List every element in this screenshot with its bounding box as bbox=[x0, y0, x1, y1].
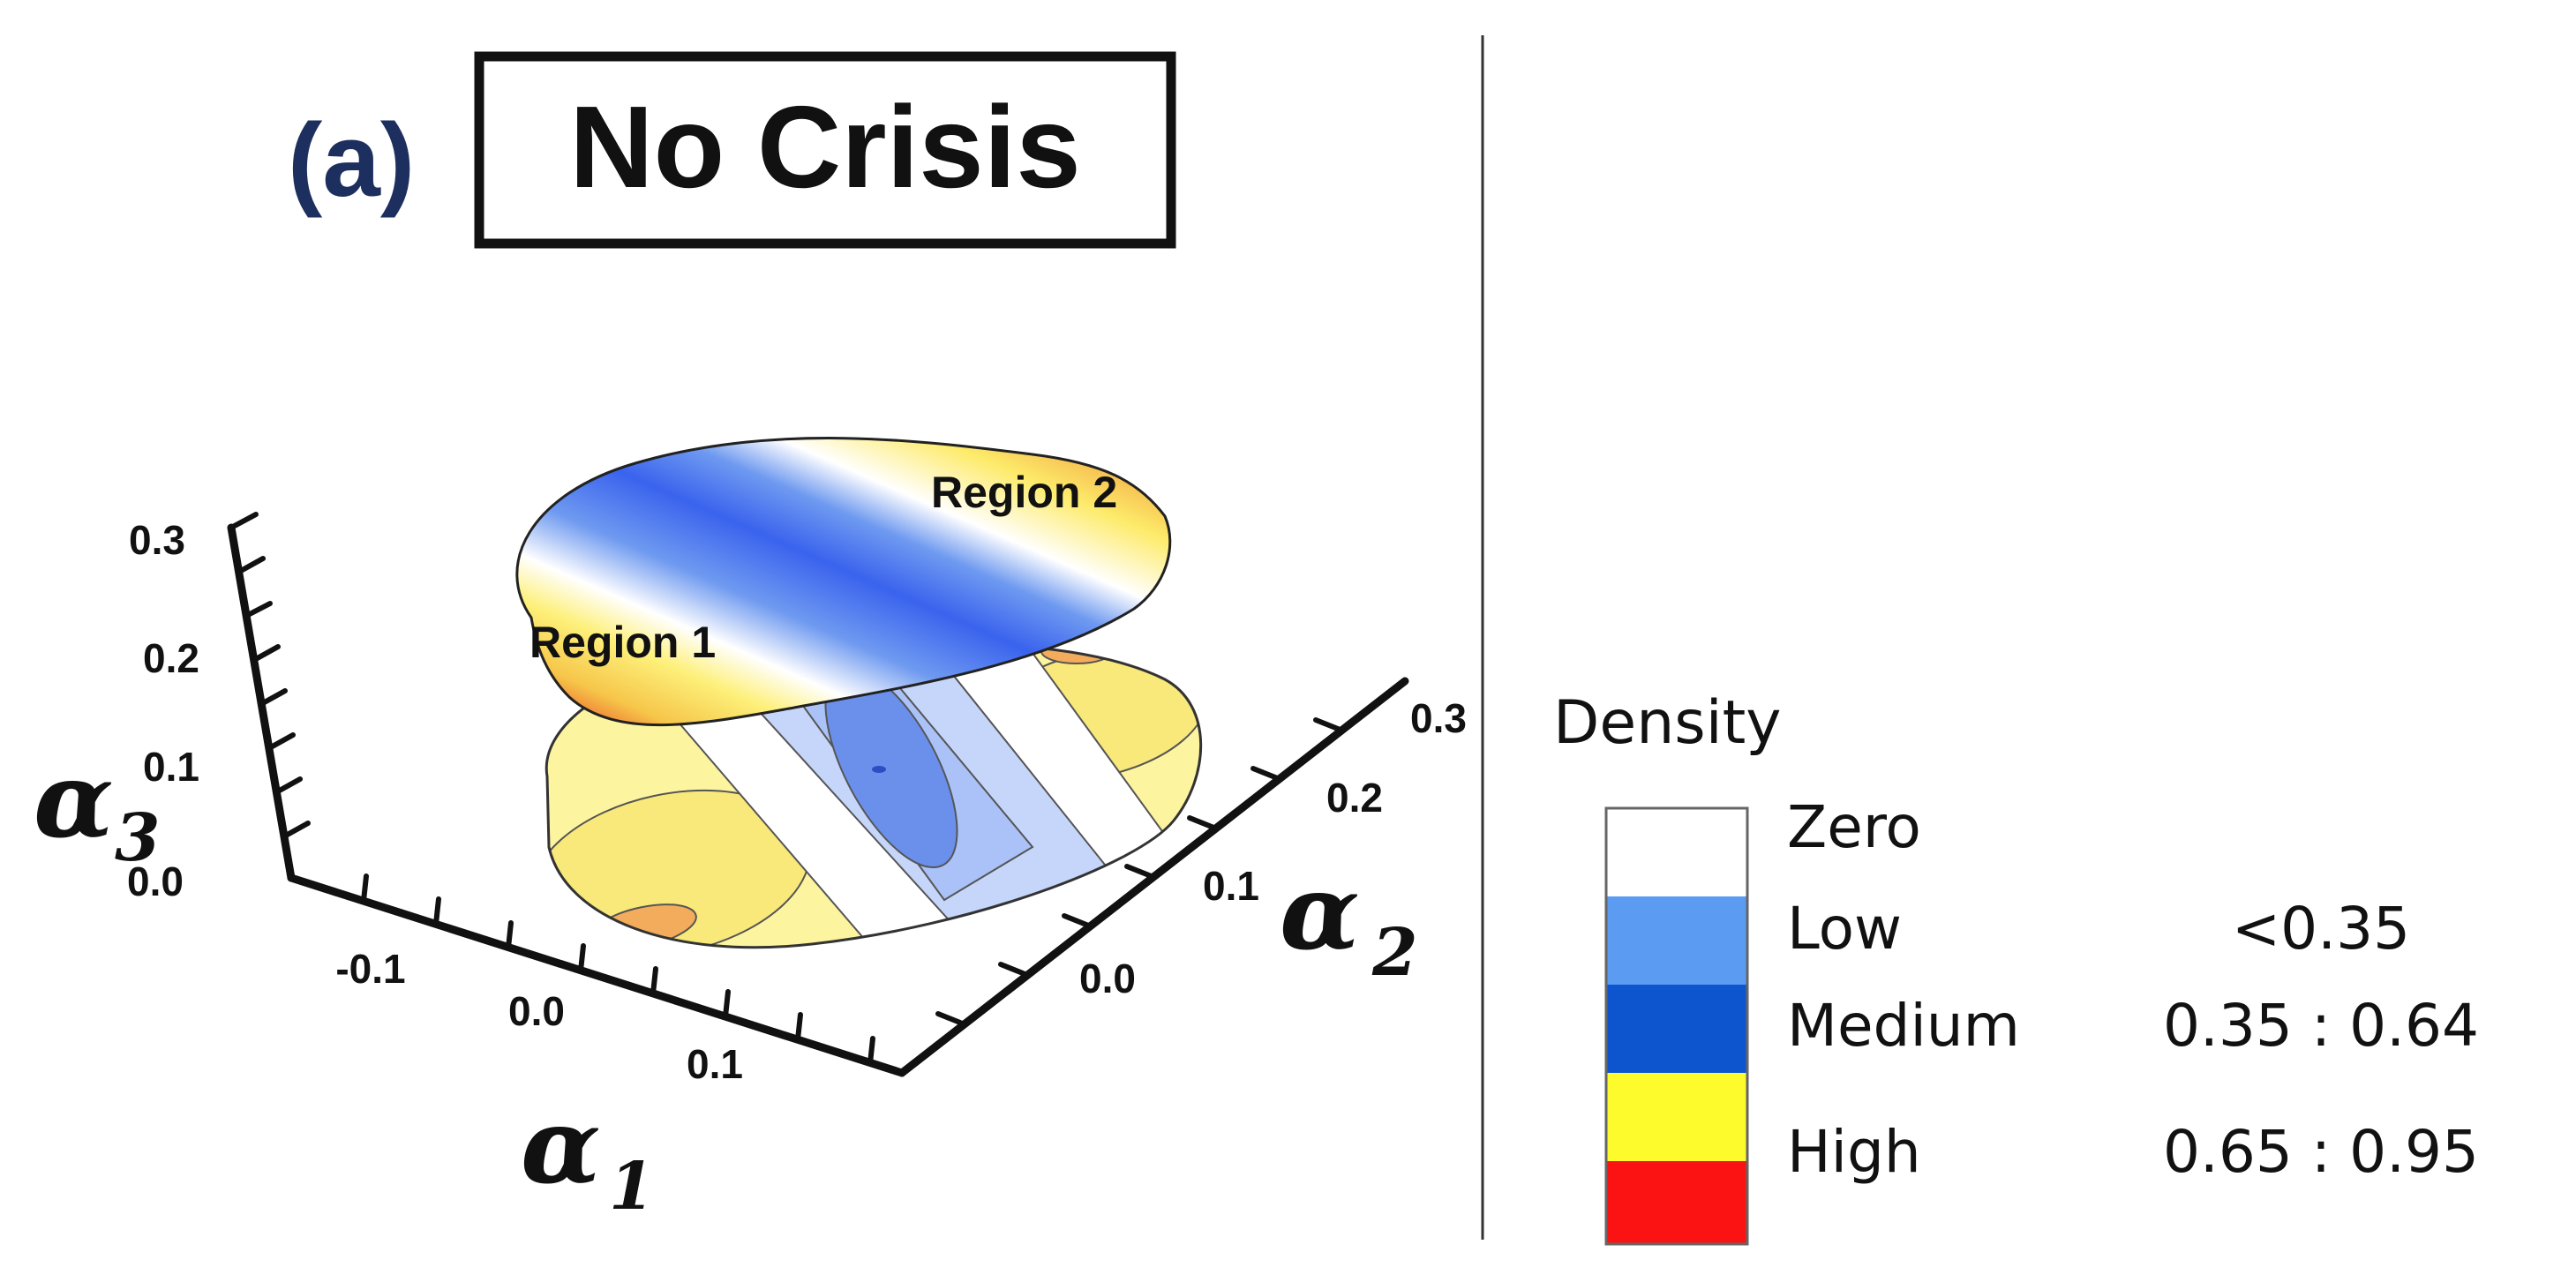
density-surface: Region 1 Region 2 bbox=[515, 437, 1172, 727]
y-tick-label: 0.1 bbox=[1203, 863, 1259, 909]
legend-swatch bbox=[1606, 896, 1747, 985]
legend-labels: Zero Low <0.35 Medium 0.35 : 0.64 High 0.65 : … bbox=[1787, 793, 2479, 1186]
legend-label: Low bbox=[1787, 895, 1902, 963]
x-tick-labels: -0.1 0.0 0.1 bbox=[335, 946, 743, 1087]
z-tick-label: 0.3 bbox=[129, 517, 185, 563]
y-tick-label: 0.2 bbox=[1326, 775, 1383, 821]
legend-swatch bbox=[1606, 985, 1747, 1073]
legend-swatch bbox=[1606, 1161, 1747, 1244]
x-axis-ticks bbox=[361, 873, 875, 1066]
x-axis-subscript: 1 bbox=[609, 1149, 655, 1225]
z-axis-ticks bbox=[229, 512, 311, 839]
legend-label: High bbox=[1787, 1118, 1921, 1186]
y-axis-symbol: α bbox=[1280, 851, 1360, 973]
region-1-label: Region 1 bbox=[529, 618, 716, 667]
z-axis-subscript: 3 bbox=[115, 800, 161, 876]
x-tick-label: -0.1 bbox=[335, 946, 405, 992]
x-tick-label: 0.0 bbox=[508, 988, 565, 1034]
panel-letter: (a) bbox=[288, 102, 415, 219]
x-axis-title: α 1 bbox=[521, 1084, 655, 1225]
y-axis-title: α 2 bbox=[1280, 851, 1418, 991]
legend-range: 0.65 : 0.95 bbox=[2163, 1118, 2479, 1186]
z-axis-title: α 3 bbox=[34, 738, 161, 876]
z-tick-label: 0.1 bbox=[143, 744, 199, 790]
axes-3d bbox=[227, 512, 1409, 1077]
panel-title: No Crisis bbox=[569, 82, 1081, 212]
y-axis-subscript: 2 bbox=[1371, 915, 1418, 991]
legend-swatch bbox=[1606, 808, 1747, 896]
legend-swatches bbox=[1604, 806, 1749, 1246]
z-tick-label: 0.0 bbox=[127, 858, 184, 904]
title-box bbox=[474, 51, 1176, 249]
y-axis-ticks bbox=[935, 717, 1345, 1027]
panel-header: (a) No Crisis bbox=[288, 51, 1176, 249]
legend-label: Zero bbox=[1787, 793, 1921, 861]
y-tick-label: 0.3 bbox=[1410, 695, 1467, 741]
z-axis-symbol: α bbox=[34, 738, 114, 861]
legend-label: Medium bbox=[1787, 992, 2020, 1060]
x-axis-symbol: α bbox=[521, 1084, 601, 1207]
legend-range: 0.35 : 0.64 bbox=[2163, 992, 2479, 1060]
y-tick-label: 0.0 bbox=[1079, 956, 1136, 1001]
legend: Density Zero Low <0.35 Medium 0.35 : 0.64 Hig… bbox=[1553, 688, 2479, 1246]
legend-title: Density bbox=[1553, 688, 1782, 758]
region-2-label: Region 2 bbox=[931, 468, 1117, 517]
legend-frame bbox=[1604, 806, 1749, 1246]
legend-swatch bbox=[1606, 1073, 1747, 1161]
x-tick-label: 0.1 bbox=[687, 1041, 743, 1087]
legend-range: <0.35 bbox=[2232, 895, 2410, 963]
z-tick-labels: 0.0 0.1 0.2 0.3 bbox=[127, 517, 199, 904]
y-tick-labels: 0.0 0.1 0.2 0.3 bbox=[1079, 695, 1467, 1001]
z-tick-label: 0.2 bbox=[143, 635, 199, 681]
